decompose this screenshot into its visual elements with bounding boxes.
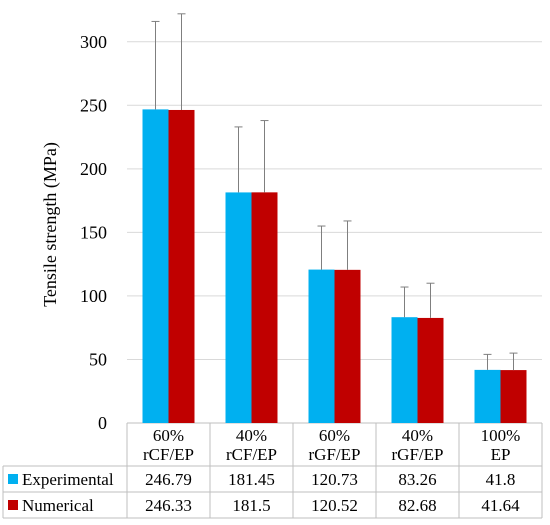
data-label: 41.8 [486, 470, 516, 489]
bar-numerical [168, 109, 195, 424]
x-tick-label: rGF/EP [309, 445, 361, 464]
x-tick-label: 100% [481, 426, 521, 445]
bar-experimental [142, 109, 169, 423]
bar-experimental [474, 369, 501, 423]
legend-label: Experimental [22, 470, 114, 489]
data-table: 60%rCF/EP40%rCF/EP60%rGF/EP40%rGF/EP100%… [2, 423, 543, 519]
y-tick-label: 300 [80, 32, 107, 52]
bar-experimental [391, 317, 418, 423]
legend-key-numerical [8, 500, 18, 510]
x-tick-label: rCF/EP [226, 445, 277, 464]
bar-numerical [500, 370, 527, 423]
data-label: 120.52 [311, 496, 358, 515]
bar-numerical [251, 192, 278, 423]
x-tick-label: rGF/EP [392, 445, 444, 464]
x-tick-label: 60% [319, 426, 350, 445]
x-tick-label: 40% [236, 426, 267, 445]
error-bars [151, 13, 518, 371]
y-tick-label: 50 [89, 349, 107, 369]
x-tick-label: rCF/EP [143, 445, 194, 464]
bar-experimental [308, 269, 335, 423]
data-label: 181.5 [232, 496, 270, 515]
x-tick-label: 40% [402, 426, 433, 445]
y-axis-label: Tensile strength (MPa) [40, 142, 61, 307]
legend-label: Numerical [22, 496, 94, 515]
x-tick-label: 60% [153, 426, 184, 445]
data-label: 246.33 [145, 496, 192, 515]
data-label: 246.79 [145, 470, 192, 489]
data-label: 82.68 [398, 496, 436, 515]
x-tick-label: EP [491, 445, 511, 464]
bar-experimental [225, 192, 252, 423]
bar-numerical [334, 269, 361, 423]
y-tick-label: 250 [80, 95, 107, 115]
data-label: 181.45 [228, 470, 275, 489]
data-label: 120.73 [311, 470, 358, 489]
legend-key-experimental [8, 474, 18, 484]
bars [142, 109, 527, 424]
y-tick-label: 150 [80, 222, 107, 242]
data-label: 41.64 [481, 496, 520, 515]
y-axis: 0 50 100 150 200 250 300 [80, 32, 107, 433]
y-tick-label: 100 [80, 286, 107, 306]
data-label: 83.26 [398, 470, 436, 489]
y-tick-label: 0 [98, 413, 107, 433]
y-tick-label: 200 [80, 159, 107, 179]
bar-numerical [417, 317, 444, 423]
